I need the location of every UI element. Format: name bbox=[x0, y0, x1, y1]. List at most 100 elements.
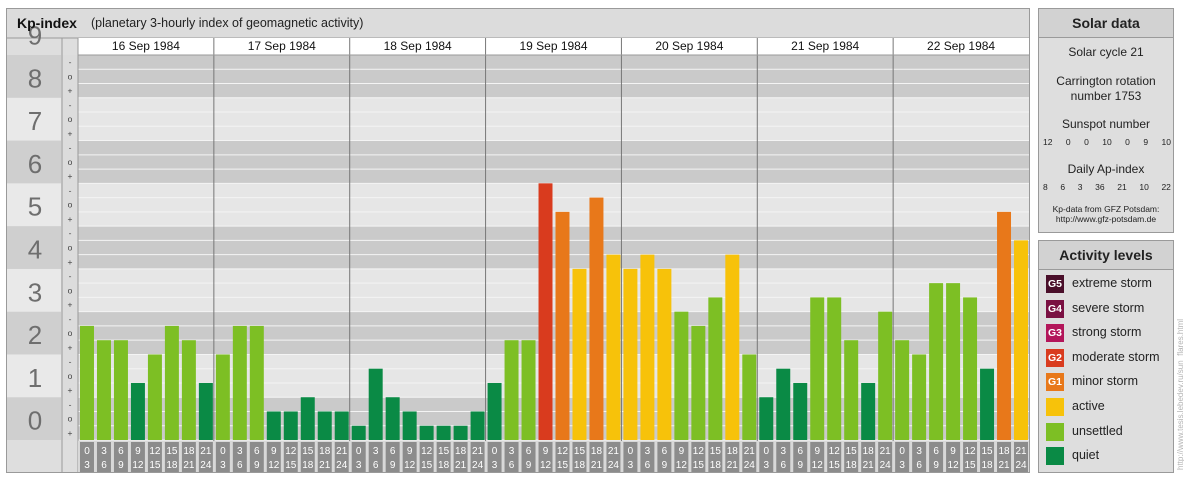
level-label: active bbox=[1072, 399, 1105, 413]
carrington-line2: number 1753 bbox=[1070, 89, 1142, 103]
kp-bar bbox=[980, 368, 995, 440]
interval-start-label: 21 bbox=[608, 446, 620, 457]
minor-mark: o bbox=[68, 157, 73, 167]
interval-end-label: 12 bbox=[132, 460, 144, 471]
day-label: 19 Sep 1984 bbox=[519, 39, 587, 53]
kp-bar bbox=[623, 268, 638, 440]
kp-bar bbox=[640, 254, 655, 440]
source-line2: http://www.gfz-potsdam.de bbox=[1055, 214, 1157, 224]
kp-bar bbox=[929, 283, 944, 440]
minor-mark: + bbox=[68, 128, 73, 138]
minor-mark: - bbox=[69, 143, 72, 153]
kp-bar bbox=[810, 297, 825, 440]
kp-bar bbox=[436, 425, 451, 440]
kp-bar bbox=[521, 340, 536, 440]
interval-end-label: 18 bbox=[710, 460, 722, 471]
kp-bar bbox=[402, 411, 417, 440]
interval-start-label: 0 bbox=[84, 446, 90, 457]
interval-end-label: 18 bbox=[166, 460, 178, 471]
interval-end-label: 21 bbox=[455, 460, 467, 471]
interval-start-label: 3 bbox=[237, 446, 243, 457]
interval-end-label: 15 bbox=[285, 460, 297, 471]
interval-end-label: 9 bbox=[797, 460, 803, 471]
ap-label: Daily Ap-index bbox=[1067, 162, 1145, 176]
interval-start-label: 6 bbox=[797, 446, 803, 457]
ap-value: 10 bbox=[1139, 182, 1149, 192]
interval-start-label: 12 bbox=[557, 446, 569, 457]
level-swatch: G4 bbox=[1046, 299, 1064, 318]
kp-bar bbox=[912, 354, 927, 440]
interval-end-label: 6 bbox=[237, 460, 243, 471]
interval-start-label: 3 bbox=[916, 446, 922, 457]
sunspot-values: 12 0 0 10 0 9 10 bbox=[1043, 137, 1171, 147]
interval-start-label: 12 bbox=[693, 446, 705, 457]
kp-bar bbox=[385, 397, 400, 440]
interval-start-label: 18 bbox=[455, 446, 467, 457]
interval-end-label: 24 bbox=[1015, 460, 1027, 471]
chart-title: Kp-index bbox=[17, 15, 77, 31]
kp-bar bbox=[691, 325, 706, 440]
level-label: severe storm bbox=[1072, 300, 1145, 315]
level-swatch bbox=[1046, 422, 1064, 441]
interval-start-label: 15 bbox=[574, 446, 586, 457]
minor-mark: - bbox=[69, 271, 72, 281]
interval-start-label: 18 bbox=[591, 446, 603, 457]
y-tick-label: 7 bbox=[28, 106, 42, 136]
interval-end-label: 21 bbox=[998, 460, 1010, 471]
minor-mark: o bbox=[68, 71, 73, 81]
carrington-line1: Carrington rotation bbox=[1056, 74, 1156, 88]
interval-end-label: 18 bbox=[981, 460, 993, 471]
interval-end-label: 6 bbox=[373, 460, 379, 471]
interval-start-label: 3 bbox=[101, 446, 107, 457]
interval-end-label: 24 bbox=[608, 460, 620, 471]
kp-bar bbox=[589, 197, 604, 440]
minor-mark: + bbox=[68, 171, 73, 181]
interval-start-label: 6 bbox=[254, 446, 260, 457]
sunspot-label: Sunspot number bbox=[1061, 117, 1151, 131]
kp-bar bbox=[164, 325, 179, 440]
day-label: 22 Sep 1984 bbox=[927, 39, 995, 53]
interval-start-label: 12 bbox=[829, 446, 841, 457]
minor-mark: o bbox=[68, 114, 73, 124]
interval-end-label: 9 bbox=[526, 460, 532, 471]
kp-bar bbox=[555, 211, 570, 440]
interval-start-label: 12 bbox=[149, 446, 161, 457]
interval-start-label: 15 bbox=[438, 446, 450, 457]
interval-end-label: 3 bbox=[84, 460, 90, 471]
kp-bar bbox=[606, 254, 621, 440]
kp-plot: 0123456789+o-+o-+o-+o-+o-+o-+o-+o-+o-16 … bbox=[7, 9, 1029, 472]
y-tick-label: 8 bbox=[28, 63, 42, 93]
ap-value: 22 bbox=[1161, 182, 1171, 192]
kp-bar bbox=[215, 354, 230, 440]
kp-bar bbox=[708, 297, 723, 440]
level-label: moderate storm bbox=[1072, 349, 1160, 364]
level-swatch: G1 bbox=[1046, 373, 1064, 392]
interval-start-label: 15 bbox=[166, 446, 178, 457]
kp-bar bbox=[878, 311, 893, 440]
interval-end-label: 12 bbox=[268, 460, 280, 471]
chart-subtitle: (planetary 3-hourly index of geomagnetic… bbox=[91, 16, 364, 30]
day-label: 17 Sep 1984 bbox=[248, 39, 316, 53]
minor-mark: + bbox=[68, 214, 73, 224]
interval-end-label: 3 bbox=[628, 460, 634, 471]
interval-end-label: 24 bbox=[744, 460, 756, 471]
kp-bar bbox=[113, 340, 128, 440]
kp-bar bbox=[674, 311, 689, 440]
interval-start-label: 3 bbox=[373, 446, 379, 457]
sunspot-value: 12 bbox=[1043, 137, 1053, 147]
kp-bar bbox=[419, 425, 434, 440]
kp-bar bbox=[946, 283, 961, 440]
interval-end-label: 3 bbox=[492, 460, 498, 471]
interval-start-label: 21 bbox=[1015, 446, 1027, 457]
interval-start-label: 0 bbox=[220, 446, 226, 457]
ap-value: 21 bbox=[1117, 182, 1127, 192]
interval-start-label: 12 bbox=[421, 446, 433, 457]
interval-start-label: 15 bbox=[710, 446, 722, 457]
interval-end-label: 18 bbox=[438, 460, 450, 471]
interval-start-label: 0 bbox=[492, 446, 498, 457]
interval-start-label: 18 bbox=[183, 446, 195, 457]
interval-start-label: 6 bbox=[662, 446, 668, 457]
interval-start-label: 21 bbox=[472, 446, 484, 457]
kp-bar bbox=[470, 411, 485, 440]
interval-end-label: 15 bbox=[693, 460, 705, 471]
